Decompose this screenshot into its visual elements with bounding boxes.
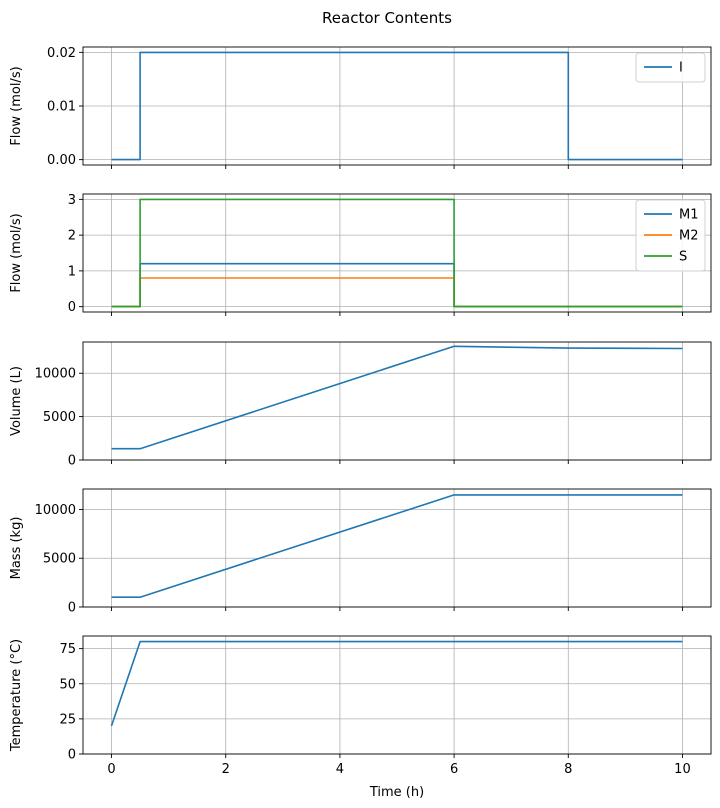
y-tick-label: 0	[68, 454, 76, 469]
y-tick-label: 2	[68, 229, 76, 244]
y-tick-label: 0	[68, 601, 76, 616]
axes-frame	[82, 488, 712, 608]
y-tick-label: 0.01	[47, 100, 76, 115]
y-axis-label: Temperature (°C)	[9, 639, 24, 752]
series-line-volume	[111, 345, 683, 450]
y-axis-label: Flow (mol/s)	[9, 66, 24, 145]
legend: I	[635, 52, 706, 83]
x-tick-label: 0	[107, 762, 115, 777]
x-tick-label: 8	[564, 762, 572, 777]
legend-label: M2	[679, 229, 699, 244]
x-tick-label: 2	[222, 762, 230, 777]
y-tick-label: 75	[59, 642, 76, 657]
figure-title: Reactor Contents	[322, 9, 452, 27]
legend-label: I	[679, 61, 683, 76]
axes-frame	[82, 341, 712, 461]
x-tick-label: 10	[674, 762, 691, 777]
y-axis-label: Mass (kg)	[9, 517, 24, 580]
axes-frame	[82, 193, 712, 313]
y-tick-label: 3	[68, 193, 76, 208]
y-tick-label: 1	[68, 264, 76, 279]
y-tick-label: 5000	[43, 410, 76, 425]
subplot-panels: 0.00 0.01 0.02 Flow (mol/s) I 0 1 2 3 Flow (mol/s…	[9, 46, 712, 777]
y-tick-label: 0.00	[47, 153, 76, 168]
x-tick-label: 6	[450, 762, 458, 777]
series-line-i	[111, 51, 683, 161]
y-axis-label: Flow (mol/s)	[9, 213, 24, 292]
x-tick-label: 4	[336, 762, 344, 777]
subplot-1: 0.00 0.01 0.02 Flow (mol/s) I	[9, 46, 712, 169]
subplot-3: 0 5000 10000 Volume (L)	[9, 341, 712, 469]
axes-frame	[82, 635, 712, 755]
legend: M1 M2 S	[635, 199, 706, 272]
y-tick-label: 10000	[35, 367, 76, 382]
subplot-5: 0 2 4 6 8 10 0 25 50 75 Temperature (°C)	[9, 635, 712, 777]
y-tick-label: 5000	[43, 552, 76, 567]
subplot-2: 0 1 2 3 Flow (mol/s) M1 M2 S	[9, 193, 712, 316]
legend-label: S	[679, 250, 687, 265]
x-axis-label: Time (h)	[369, 785, 424, 800]
y-tick-label: 50	[59, 677, 76, 692]
series-line-s	[111, 198, 683, 308]
y-tick-label: 0	[68, 300, 76, 315]
series-line-m2	[111, 277, 683, 308]
y-axis-label: Volume (L)	[9, 366, 24, 436]
y-tick-label: 0	[68, 748, 76, 763]
y-tick-label: 25	[59, 712, 76, 727]
series-line-m1	[111, 262, 683, 308]
y-tick-label: 0.02	[47, 46, 76, 61]
legend-label: M1	[679, 208, 699, 223]
subplot-4: 0 5000 10000 Mass (kg)	[9, 488, 712, 616]
series-line-temperature	[110, 640, 683, 727]
y-tick-label: 10000	[35, 503, 76, 518]
series-line-mass	[111, 494, 683, 599]
